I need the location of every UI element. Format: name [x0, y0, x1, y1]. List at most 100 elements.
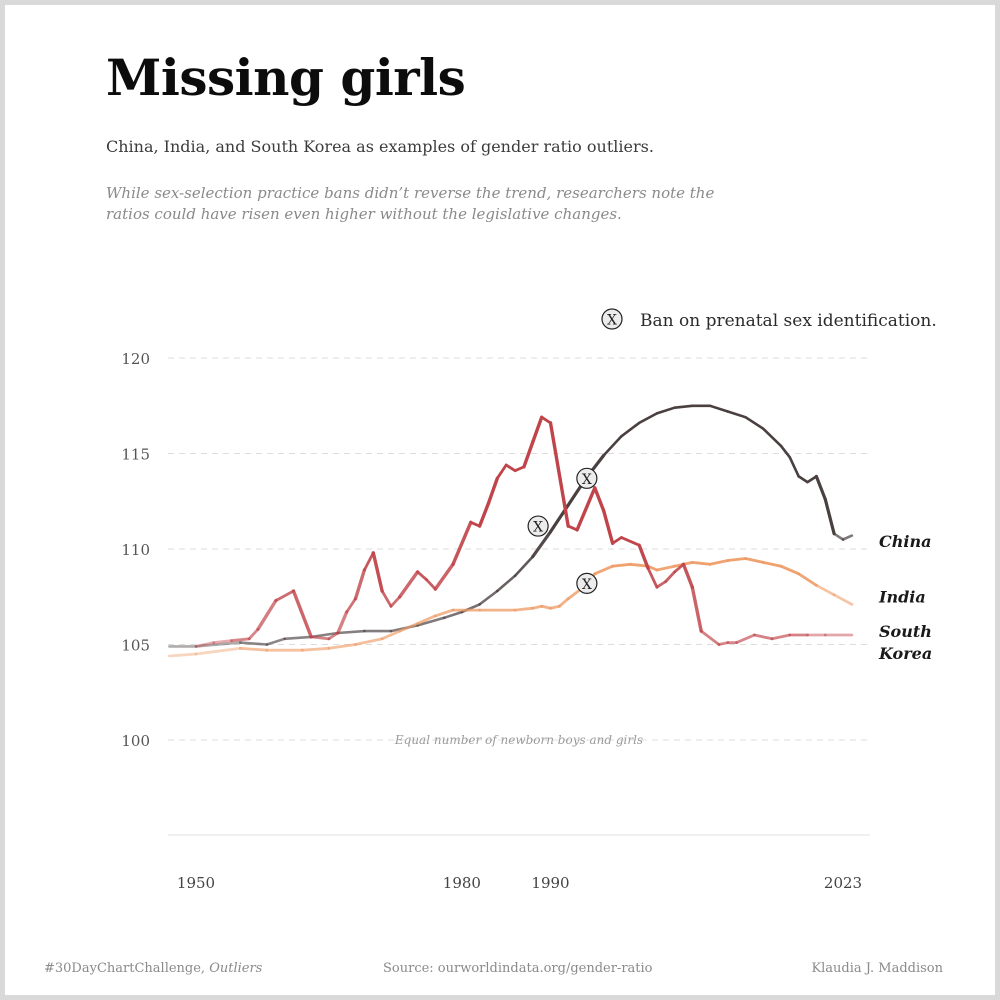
series-segment-china	[531, 530, 553, 559]
series-segment-south_korea	[477, 501, 491, 528]
series-segment-india	[797, 572, 818, 587]
subtitle: China, India, and South Korea as example…	[106, 137, 654, 156]
series-segment-china	[239, 641, 269, 646]
series-segment-south_korea	[690, 585, 703, 633]
ban-marker-glyph: X	[582, 577, 592, 593]
series-segment-india	[398, 622, 420, 633]
x-tick-label: 1950	[177, 874, 215, 892]
series-segment-china	[744, 415, 765, 431]
series-segment-china	[620, 421, 641, 438]
series-segment-china	[788, 455, 801, 478]
ban-marker-glyph: X	[582, 472, 592, 488]
legend-label: Ban on prenatal sex identification.	[640, 311, 937, 331]
series-segment-china	[673, 404, 694, 410]
series-segment-china	[637, 412, 659, 425]
series-segment-india	[708, 559, 730, 566]
series-label-south_korea-line1: South	[879, 622, 932, 641]
series-segment-south_korea	[327, 631, 340, 641]
footer-author: Klaudia J. Maddison	[811, 961, 943, 976]
series-segment-india	[167, 652, 198, 658]
y-tick-label: 120	[121, 350, 150, 368]
series-segment-south_korea	[486, 476, 499, 505]
y-tick-label: 110	[121, 541, 150, 559]
series-segment-china	[336, 629, 366, 635]
series-segment-india	[646, 564, 659, 572]
x-axis: 1950 1980 1990 2023	[177, 874, 862, 892]
ban-markers: X X X	[527, 467, 598, 594]
series-group	[167, 404, 854, 658]
series-segment-south_korea	[699, 629, 721, 646]
series-segment-south_korea	[735, 633, 756, 644]
x-tick-label: 1980	[443, 874, 481, 892]
series-segment-south_korea	[495, 463, 508, 480]
series-segment-south_korea	[637, 543, 650, 570]
series-segment-china	[726, 410, 747, 419]
series-segment-india	[558, 597, 570, 608]
series-segment-south_korea	[522, 440, 535, 469]
ban-marker-glyph: X	[533, 520, 543, 536]
series-segment-india	[327, 643, 357, 650]
series-segment-china	[761, 427, 783, 448]
series-segment-china	[442, 610, 464, 620]
series-segment-south_korea	[504, 463, 517, 473]
series-segment-south_korea	[531, 415, 544, 444]
series-segment-south_korea	[362, 551, 375, 572]
series-segment-china	[416, 616, 446, 627]
series-segment-south_korea	[256, 598, 278, 631]
series-segment-china	[495, 574, 517, 593]
annotation-note: While sex-selection practice bans didn’t…	[106, 184, 715, 223]
y-tick-label: 115	[121, 446, 150, 464]
series-segment-south_korea	[451, 520, 473, 566]
series-segment-south_korea	[274, 589, 295, 602]
series-segment-south_korea	[398, 570, 420, 599]
page-title: Missing girls	[106, 48, 466, 107]
series-segment-south_korea	[717, 641, 730, 646]
series-segment-south_korea	[575, 486, 597, 532]
series-segment-china	[806, 475, 818, 484]
series-segment-china	[265, 637, 286, 646]
series-segment-south_korea	[380, 589, 393, 608]
x-tick-label: 1990	[531, 874, 569, 892]
grid-lines: Equal number of newborn boys and girls	[168, 357, 870, 836]
reference-line-label: Equal number of newborn boys and girls	[394, 733, 643, 747]
series-segment-india	[690, 561, 712, 566]
series-segment-south_korea	[309, 635, 331, 641]
series-segment-india	[416, 614, 437, 625]
series-segment-south_korea	[548, 421, 570, 528]
ban-marker-1	[527, 515, 549, 537]
chart-canvas	[5, 5, 995, 995]
series-segment-india	[300, 646, 331, 652]
series-segment-south_korea	[416, 570, 428, 581]
series-segment-india	[354, 637, 384, 646]
series-segment-china	[513, 555, 535, 578]
series-segment-india	[655, 564, 676, 572]
series-segment-south_korea	[593, 486, 606, 513]
series-segment-india	[815, 583, 836, 597]
series-segment-china	[655, 406, 676, 415]
series-segment-south_korea	[673, 562, 685, 574]
series-segment-india	[380, 629, 402, 641]
y-tick-label: 105	[121, 637, 150, 655]
ban-marker-3	[576, 572, 598, 594]
series-segment-south_korea	[753, 633, 774, 641]
y-tick-label: 100	[121, 732, 150, 750]
series-labels: China India South Korea	[878, 532, 932, 663]
legend-marker-glyph: X	[607, 313, 617, 329]
series-segment-india	[761, 561, 783, 568]
series-segment-south_korea	[212, 639, 233, 644]
series-segment-south_korea	[646, 566, 659, 589]
series-segment-india	[593, 564, 614, 576]
series-segment-south_korea	[336, 610, 349, 635]
footer-hashtag-text: #30DayChartChallenge,	[44, 961, 206, 976]
series-segment-south_korea	[389, 595, 402, 608]
series-segment-india	[726, 557, 747, 562]
series-segment-india	[744, 557, 765, 564]
series-segment-china	[841, 534, 854, 541]
series-segment-china	[708, 404, 730, 413]
footer-theme: Outliers	[209, 961, 263, 976]
series-segment-south_korea	[620, 536, 641, 547]
series-segment-india	[549, 604, 561, 610]
series-segment-india	[779, 564, 801, 576]
series-segment-china	[832, 532, 845, 541]
series-segment-south_korea	[424, 578, 437, 591]
